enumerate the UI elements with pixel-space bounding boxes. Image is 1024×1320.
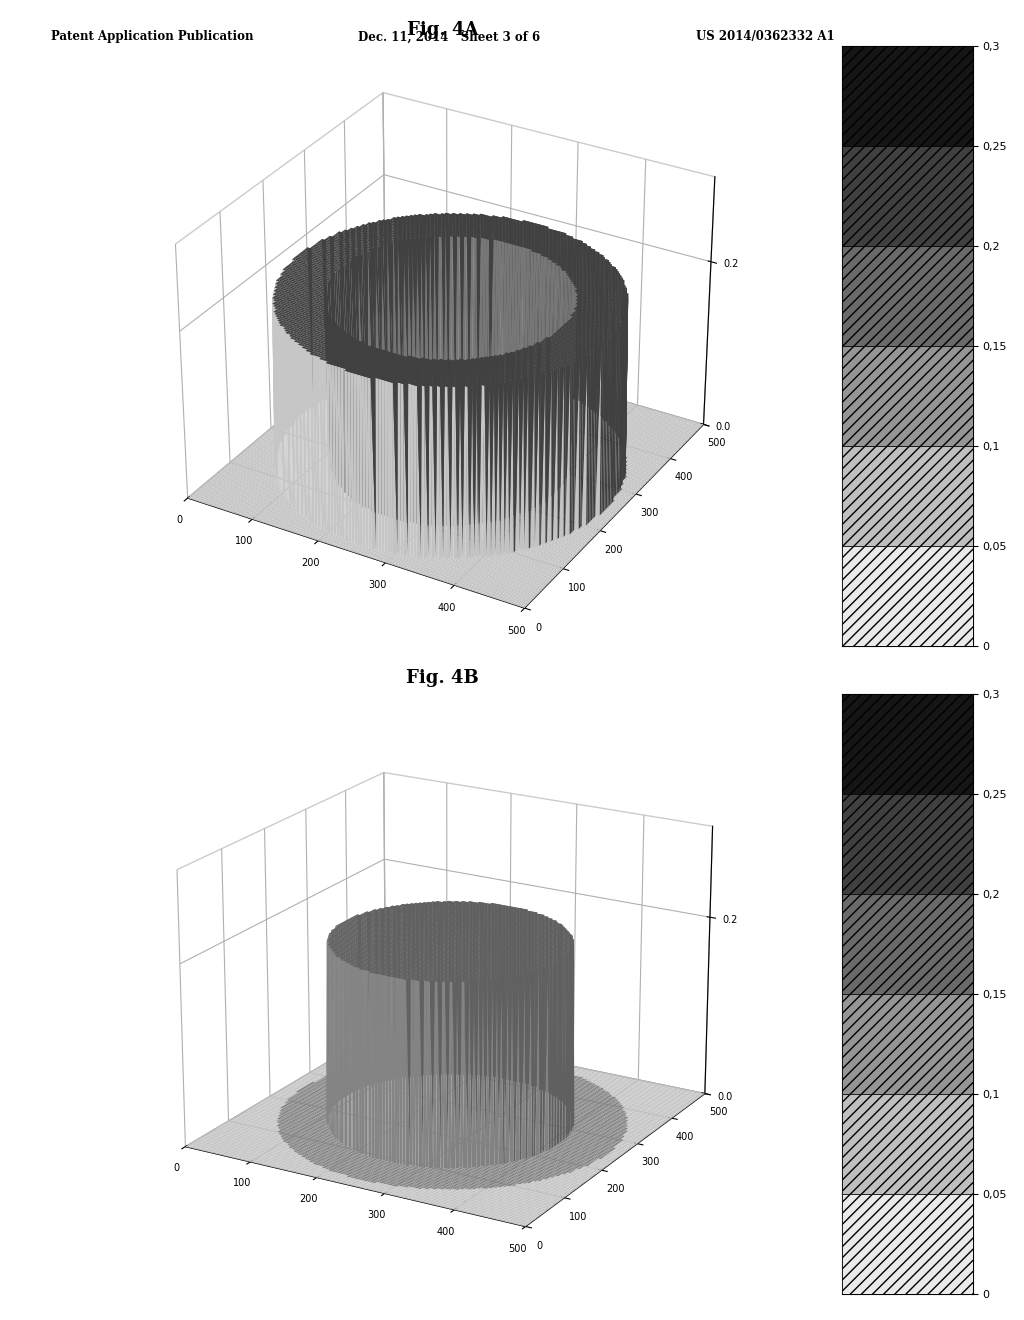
Bar xyxy=(843,246,973,346)
Bar xyxy=(843,446,973,546)
Text: Patent Application Publication: Patent Application Publication xyxy=(51,30,254,44)
Bar xyxy=(843,1094,973,1193)
Text: Dec. 11, 2014   Sheet 3 of 6: Dec. 11, 2014 Sheet 3 of 6 xyxy=(358,30,541,44)
Bar xyxy=(843,546,973,645)
Bar xyxy=(843,994,973,1094)
Title: Fig. 4A: Fig. 4A xyxy=(407,21,478,40)
Text: US 2014/0362332 A1: US 2014/0362332 A1 xyxy=(696,30,835,44)
Bar xyxy=(843,346,973,446)
Bar xyxy=(843,46,973,147)
Bar xyxy=(843,694,973,793)
Bar xyxy=(843,147,973,246)
Bar xyxy=(843,894,973,994)
Bar xyxy=(843,1193,973,1294)
Title: Fig. 4B: Fig. 4B xyxy=(406,669,478,686)
Bar xyxy=(843,793,973,894)
